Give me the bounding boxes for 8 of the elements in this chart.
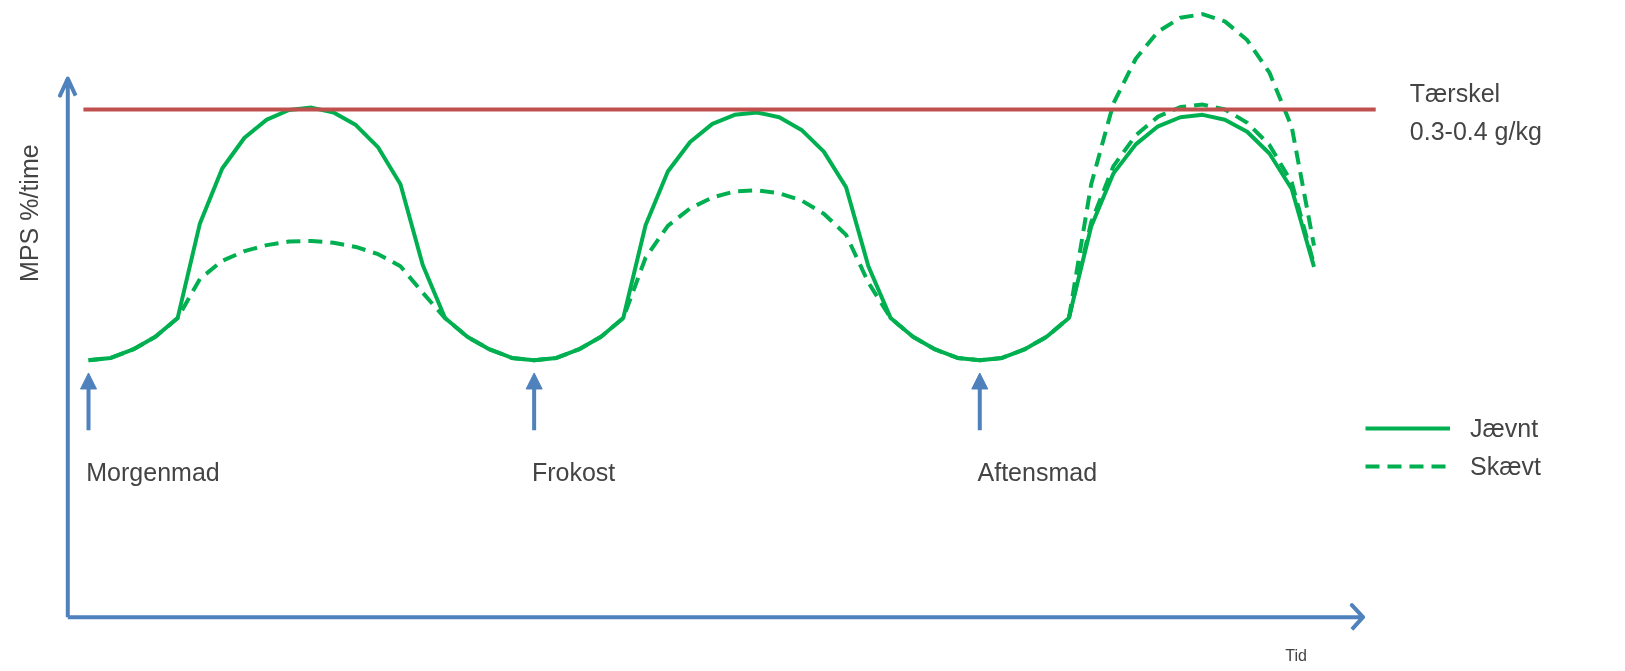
legend-label: Skævt [1470, 451, 1541, 481]
legend-label: Jævnt [1470, 413, 1539, 443]
annotation: Morgenmad [86, 458, 220, 487]
ref-line-label: Tærskel 0.3-0.4 g/kg [1409, 79, 1542, 146]
y-axis-title: MPS %/time [15, 144, 44, 282]
annotation: Frokost [531, 458, 616, 487]
x-axis-title: Tid [1285, 647, 1307, 665]
annotation: Aftensmad [977, 458, 1098, 487]
